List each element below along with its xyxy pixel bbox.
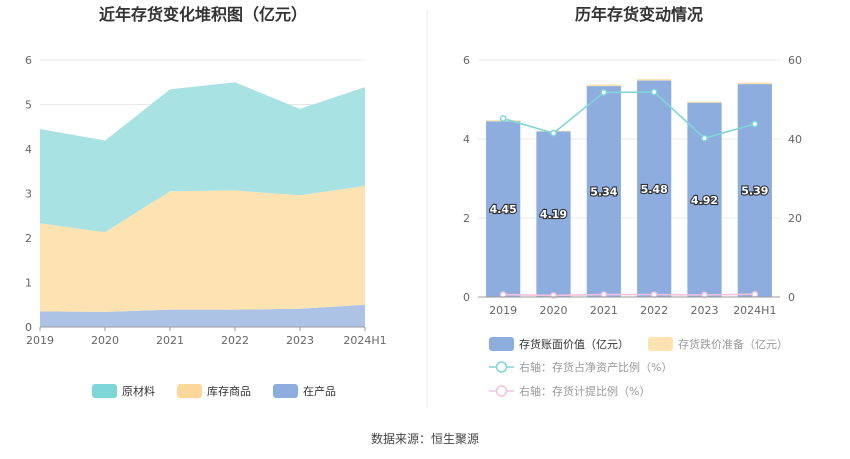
impairment-reserve-bar	[737, 82, 772, 85]
left-axes: 0 1 2 3 4 5 6 2019 2020 2021 2022 2023 2024H1	[25, 54, 387, 347]
left-area-series	[40, 82, 365, 327]
legend-label: 库存商品	[207, 384, 251, 398]
inventory-value-bar	[637, 80, 672, 297]
right-chart-title: 历年存货变动情况	[575, 5, 703, 24]
right-x-tick-label: 2020	[540, 304, 568, 317]
line-point	[550, 129, 557, 137]
right-x-tick-label: 2021	[590, 304, 618, 317]
legend-label: 在产品	[303, 384, 336, 398]
left-y-tick-label: 2	[25, 232, 32, 245]
bar-value-label: 5.39	[741, 185, 768, 198]
bar-line-chart: 历年存货变动情况 4.45 4.195.34 5.484.925.39 024602…	[463, 5, 802, 398]
impairment-reserve-bar	[586, 84, 621, 87]
right-y-tick-label: 4	[463, 133, 470, 146]
stacked-area-chart: 近年存货变化堆积图（亿元） 0 1 2 3 4 5 6 2019 2020 2021 2022 202…	[25, 5, 387, 398]
right-legend: 存货账面价值（亿元） 存货跌价准备（亿元） 右轴：存货占净资产比例（%） 右轴：存货计…	[489, 337, 788, 398]
bar-value-label: 5.34	[590, 186, 617, 199]
bar-value-label: 4.19	[540, 208, 567, 221]
data-source-footer: 数据来源：恒生聚源	[371, 431, 479, 446]
legend-label: 原材料	[122, 384, 155, 398]
right-y-tick-label: 6	[463, 54, 470, 67]
legend-label: 右轴：存货占净资产比例（%）	[519, 360, 672, 374]
left-y-tick-label: 5	[25, 99, 32, 112]
line-point	[600, 89, 608, 96]
legend-swatch	[92, 384, 117, 398]
legend-label: 右轴：存货计提比例（%）	[519, 384, 650, 398]
right-x-tick-label: 2019	[489, 304, 517, 317]
legend-marker	[495, 361, 508, 373]
inventory-value-bar	[486, 121, 521, 297]
area-series-库存商品	[40, 185, 365, 312]
left-x-tick-label: 2019	[26, 334, 54, 347]
right-x-tick-label: 2023	[691, 304, 719, 317]
line-point	[650, 291, 658, 298]
area-series-原材料	[40, 82, 365, 233]
legend-swatch	[273, 384, 298, 398]
line-point	[499, 115, 507, 122]
legend-swatch	[648, 337, 673, 351]
impairment-reserve-bar	[637, 78, 672, 81]
inventory-value-bar	[737, 84, 772, 297]
bar-value-label: 5.48	[641, 183, 668, 196]
left-y-tick-label: 6	[25, 54, 32, 67]
right-x-tick-label: 2022	[640, 304, 668, 317]
right-y2-tick-label: 40	[788, 133, 802, 146]
right-y2-tick-label: 0	[788, 291, 795, 304]
line-point	[751, 290, 759, 298]
right-bar-series: 4.45 4.19 5.34 5.48 4.92 5.39	[486, 78, 772, 297]
left-x-tick-label: 2024H1	[343, 334, 386, 347]
line-series-右轴：存货计提比例（%）	[503, 293, 755, 297]
line-point	[650, 88, 658, 96]
line-point	[701, 291, 708, 299]
inventory-value-bar	[586, 86, 621, 297]
right-x-tick-label: 2024H1	[733, 304, 776, 317]
left-y-tick-label: 3	[25, 188, 32, 201]
left-x-tick-label: 2021	[156, 334, 184, 347]
line-series-右轴：存货占净资产比例（%）	[502, 91, 756, 140]
inventory-value-bar	[536, 131, 571, 297]
legend-label: 存货跌价准备（亿元）	[678, 337, 788, 351]
left-y-tick-label: 1	[25, 277, 32, 290]
bar-value-label: 4.45	[490, 203, 517, 216]
left-legend: 原材料 库存商品 在产品	[92, 384, 336, 398]
legend-swatch	[177, 384, 202, 398]
right-gridlines	[478, 59, 780, 219]
left-x-tick-label: 2022	[221, 334, 249, 347]
left-y-tick-label: 4	[25, 143, 32, 156]
legend-label: 存货账面价值（亿元）	[519, 337, 629, 351]
line-point	[600, 291, 608, 298]
right-y-tick-label: 2	[463, 212, 470, 225]
line-point	[701, 134, 708, 142]
legend-marker	[495, 385, 508, 397]
legend-swatch	[489, 337, 514, 351]
impairment-reserve-bar	[687, 101, 722, 103]
right-y2-tick-label: 20	[788, 212, 802, 225]
line-point	[751, 120, 759, 128]
line-point	[499, 291, 507, 298]
right-y-tick-label: 0	[463, 291, 470, 304]
right-y2-tick-label: 60	[788, 54, 802, 67]
area-series-在产品	[40, 304, 365, 327]
left-y-tick-label: 0	[25, 321, 32, 334]
left-x-tick-label: 2020	[91, 334, 119, 347]
left-chart-title: 近年存货变化堆积图（亿元）	[99, 5, 307, 24]
bar-value-label: 4.92	[691, 194, 718, 207]
left-x-tick-label: 2023	[286, 334, 314, 347]
